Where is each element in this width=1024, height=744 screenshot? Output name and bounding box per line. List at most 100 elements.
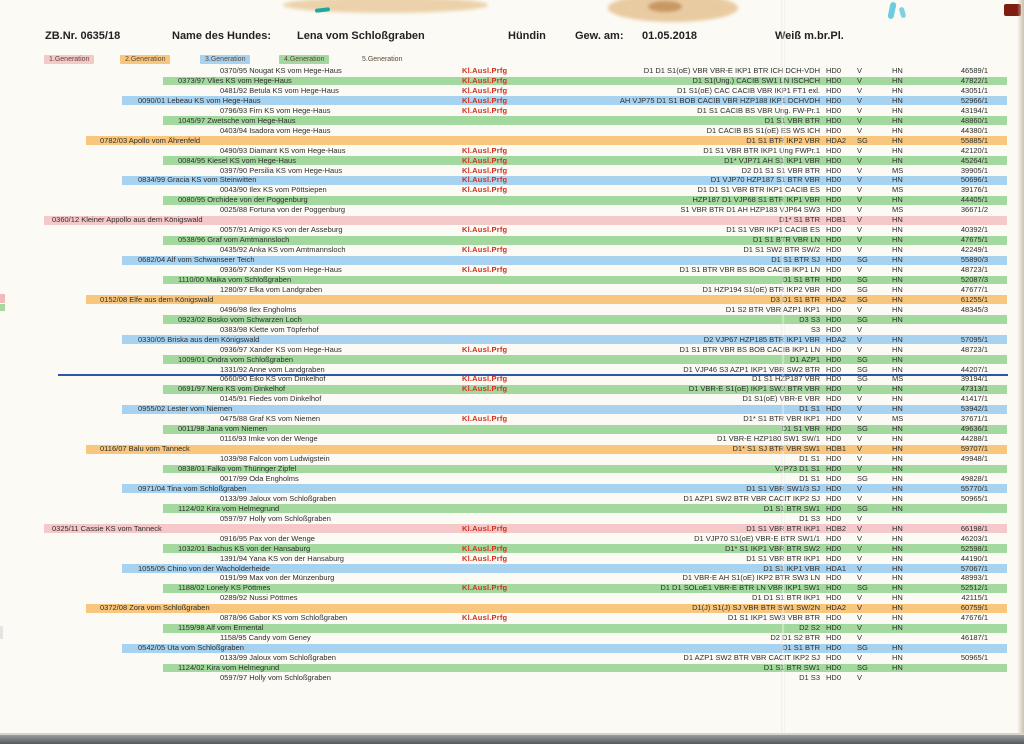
titles-achievements: D1* S1 SJ BTR VBR SW1 bbox=[732, 444, 820, 454]
registry-code: HN bbox=[892, 364, 903, 374]
form-rating: V bbox=[857, 523, 863, 533]
hd-result: HDA2 bbox=[826, 334, 847, 344]
form-rating: V bbox=[857, 105, 863, 115]
dog-name: 0916/95 Pax von der Wenge bbox=[220, 533, 315, 543]
generation-2-band bbox=[86, 136, 1007, 146]
generation-3-band bbox=[122, 96, 1007, 106]
titles-achievements: D1 S1 VBR BTR IKP1 bbox=[746, 523, 820, 533]
pedigree-row: 0691/97 Nero KS vom Dinkelhof Kl.Ausl.Prf… bbox=[0, 384, 1024, 394]
titles-achievements: D1 S3 bbox=[799, 672, 820, 682]
dog-name: 0152/08 Elfe aus dem Königswald bbox=[100, 294, 214, 304]
form-rating: V bbox=[857, 334, 863, 344]
registration-number: 47676/1 bbox=[960, 613, 988, 623]
dog-name: 0782/03 Apollo vom Ährenfeld bbox=[100, 135, 201, 145]
form-rating: V bbox=[857, 593, 863, 603]
form-rating: V bbox=[857, 324, 863, 334]
registry-code: MS bbox=[892, 414, 904, 424]
titles-achievements: D1 D1 S1 BTR IKP1 bbox=[752, 593, 820, 603]
pedigree-row: 0435/92 Anka KS vom Amtmannsloch Kl.Ausl.… bbox=[0, 245, 1024, 255]
pedigree-row: 0878/96 Gabor KS vom Schloßgraben Kl.Ausl… bbox=[0, 613, 1024, 623]
hd-result: HD0 bbox=[826, 633, 842, 643]
registration-number: 52598/1 bbox=[960, 543, 988, 553]
pedigree-row: 0090/01 Lebeau KS vom Hege-Haus Kl.Ausl.P… bbox=[0, 96, 1024, 106]
registry-code: HN bbox=[892, 444, 903, 454]
dog-name: 0435/92 Anka KS vom Amtmannsloch bbox=[220, 245, 346, 255]
titles-achievements: D1* S1 BTR VBR IKP1 bbox=[743, 414, 820, 424]
generation-4-band bbox=[163, 235, 1007, 245]
dog-name: 0481/92 Betula KS vom Hege-Haus bbox=[220, 85, 339, 95]
titles-achievements: D1 S1(oE) VBR-E VBR bbox=[742, 394, 820, 404]
pedigree-row: 0660/90 Eiko KS vom Dinkelhof Kl.Ausl.Prf… bbox=[0, 374, 1024, 384]
hd-result: HD0 bbox=[826, 553, 842, 563]
pedigree-row: 0796/93 Firn KS vom Hege-Haus Kl.Ausl.Prf… bbox=[0, 106, 1024, 116]
registry-code: HN bbox=[892, 394, 903, 404]
dog-name: 1055/05 Chino von der Wacholderheide bbox=[138, 563, 270, 573]
dog-name: 0397/90 Persilia KS vom Hege-Haus bbox=[220, 165, 343, 175]
titles-achievements: D1 S1 IKP1 SW3 VBR BTR bbox=[727, 613, 820, 623]
dog-name: 1039/98 Falcon vom Ludwigstein bbox=[220, 454, 330, 464]
form-rating: V bbox=[857, 75, 863, 85]
registration-number: 49636/1 bbox=[960, 424, 988, 434]
form-rating: SG bbox=[857, 473, 868, 483]
generation-4-band bbox=[163, 116, 1007, 126]
hd-result: HD0 bbox=[826, 95, 842, 105]
titles-achievements: D1 VBR-E S1(oE) IKP1 SW2 BTR VBR bbox=[688, 384, 820, 394]
pedigree-row: 0116/07 Balu vom Tanneck D1* S1 SJ BTR VB… bbox=[0, 444, 1024, 454]
registry-code: HN bbox=[892, 663, 903, 672]
hd-result: HD0 bbox=[826, 205, 842, 215]
registry-code: HN bbox=[892, 643, 903, 653]
hd-result: HD0 bbox=[826, 653, 842, 663]
dog-name: 1159/98 Alf vom Ermental bbox=[178, 623, 264, 633]
form-rating: V bbox=[857, 155, 863, 165]
dog-name: 1158/95 Candy vom Geney bbox=[220, 633, 311, 643]
pedigree-row: 0542/05 Uta vom Schloßgraben D1 S1 BTR HD0… bbox=[0, 643, 1024, 653]
kl-ausl-prfg-flag: Kl.Ausl.Prfg bbox=[462, 613, 508, 623]
dog-name: 0597/97 Holly vom Schloßgraben bbox=[220, 513, 331, 523]
pedigree-row: 0496/98 Ilex Engholms D1 S2 BTR VBR AZP1 … bbox=[0, 305, 1024, 315]
titles-achievements: D1 S1 bbox=[799, 404, 820, 414]
pedigree-row: 1124/02 Kira vom Helmegrund D1 S1 BTR SW1… bbox=[0, 504, 1024, 514]
dog-name: 0133/99 Jaloux vom Schloßgraben bbox=[220, 653, 336, 663]
registration-number: 57095/1 bbox=[960, 334, 988, 344]
pedigree-row: 1039/98 Falcon vom Ludwigstein D1 S1 HD0 V H… bbox=[0, 454, 1024, 464]
hd-result: HDA2 bbox=[826, 294, 847, 304]
registration-number: 48860/1 bbox=[960, 115, 988, 125]
registration-number: 55770/1 bbox=[960, 483, 988, 493]
titles-achievements: D1 AZP1 bbox=[789, 354, 820, 364]
titles-achievements: AH VJP75 D1 S1 BOB CACIB VBR HZP188 IKP1… bbox=[619, 95, 820, 105]
dog-name: 1331/92 Anne vom Landgraben bbox=[220, 364, 325, 374]
registration-number: 50965/1 bbox=[960, 493, 988, 503]
hd-result: HD0 bbox=[826, 324, 842, 334]
registry-code: HN bbox=[892, 314, 903, 324]
hd-result: HD0 bbox=[826, 454, 842, 464]
pedigree-row: 0475/88 Graf KS vom Niemen Kl.Ausl.Prfg D1… bbox=[0, 414, 1024, 424]
registration-number: 44207/1 bbox=[960, 364, 988, 374]
registry-code: HN bbox=[892, 95, 903, 105]
titles-achievements: S3 bbox=[810, 324, 820, 334]
generation-3-band bbox=[122, 404, 1007, 414]
hd-result: HD0 bbox=[826, 434, 842, 444]
registration-number: 57067/1 bbox=[960, 563, 988, 573]
pedigree-row: 0372/08 Zora vom Schloßgraben D1(J) S1(J)… bbox=[0, 603, 1024, 613]
registry-code: HN bbox=[892, 334, 903, 344]
dog-name: 1124/02 Kira vom Helmegrund bbox=[178, 503, 280, 513]
registry-code: HN bbox=[892, 66, 903, 75]
titles-achievements: D1 CACIB BS S1(oE) ES WS ICH bbox=[706, 125, 820, 135]
generation-1-band bbox=[44, 215, 1007, 225]
kl-ausl-prfg-flag: Kl.Ausl.Prfg bbox=[462, 265, 508, 274]
generation-4-band bbox=[163, 384, 1007, 394]
titles-achievements: D1 D1 S1 VBR BTR IKP1 CACIB ES bbox=[697, 185, 820, 195]
form-rating: V bbox=[857, 66, 863, 75]
hd-result: HD0 bbox=[826, 165, 842, 175]
registry-code: HN bbox=[892, 304, 903, 314]
pedigree-row: 0116/93 Imke von der Wenge D1 VBR-E HZP18… bbox=[0, 434, 1024, 444]
registry-code: HN bbox=[892, 543, 903, 553]
pedigree-row: 1188/02 Lonely KS Pöttmes Kl.Ausl.Prfg D1 … bbox=[0, 583, 1024, 593]
sex-value: Hündin bbox=[508, 30, 546, 42]
registry-code: HN bbox=[892, 404, 903, 414]
registry-code: HN bbox=[892, 603, 903, 613]
pedigree-row: 0373/97 Vlies KS vom Hege-Haus Kl.Ausl.Pr… bbox=[0, 76, 1024, 86]
kl-ausl-prfg-flag: Kl.Ausl.Prfg bbox=[462, 225, 508, 235]
dog-name: 0475/88 Graf KS vom Niemen bbox=[220, 414, 321, 424]
form-rating: V bbox=[857, 573, 863, 583]
